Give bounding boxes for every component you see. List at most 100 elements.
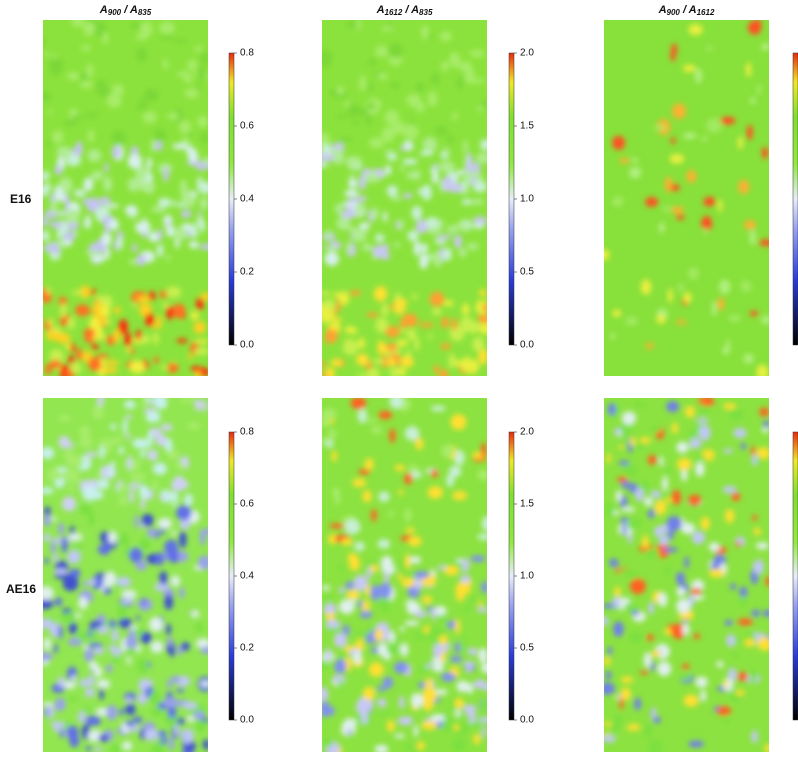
speckle: [760, 315, 769, 324]
speckle: [46, 137, 51, 150]
speckle: [411, 205, 423, 221]
tick-label: 1.5: [520, 499, 534, 510]
speckle: [85, 215, 90, 226]
speckle: [197, 116, 208, 128]
speckle: [325, 612, 336, 621]
speckle: [402, 192, 413, 199]
speckle: [666, 515, 682, 532]
speckle: [155, 434, 167, 447]
speckle: [419, 253, 429, 270]
speckle: [85, 745, 92, 752]
speckle: [328, 428, 337, 440]
speckle: [375, 45, 388, 58]
speckle: [425, 216, 438, 229]
speckle: [475, 299, 487, 315]
speckle: [400, 146, 408, 152]
speckle: [104, 162, 109, 174]
speckle: [336, 85, 344, 95]
speckle: [381, 303, 389, 317]
speckle: [103, 176, 113, 192]
speckle: [157, 730, 167, 738]
speckle: [453, 234, 462, 249]
speckle: [166, 224, 174, 237]
speckle: [155, 552, 165, 566]
speckle: [126, 455, 132, 471]
speckle: [400, 328, 407, 334]
speckle: [695, 417, 710, 423]
speckle: [346, 589, 360, 600]
speckle: [322, 162, 329, 168]
speckle: [129, 348, 136, 354]
speckle: [129, 21, 142, 30]
title-part: 900: [108, 8, 122, 17]
speckle: [752, 454, 757, 466]
speckle: [407, 536, 422, 547]
speckle: [648, 739, 663, 752]
speckle: [451, 317, 458, 331]
speckle: [620, 687, 631, 701]
speckle: [348, 225, 354, 232]
speckle: [203, 399, 208, 413]
heatmap-texture: [604, 20, 769, 376]
speckle: [408, 556, 422, 564]
speckle: [178, 120, 192, 134]
speckle: [143, 729, 159, 741]
speckle: [452, 491, 467, 501]
speckle: [342, 345, 355, 354]
speckle: [737, 618, 753, 626]
speckle: [148, 291, 156, 301]
speckle: [628, 483, 638, 494]
speckle: [658, 592, 668, 607]
speckle: [95, 79, 108, 94]
speckle: [54, 572, 71, 579]
speckle: [102, 31, 109, 45]
speckle: [430, 405, 446, 412]
speckle: [749, 668, 757, 684]
speckle: [67, 355, 75, 364]
speckle: [443, 247, 452, 261]
speckle: [329, 523, 345, 529]
speckle: [165, 623, 171, 636]
speckle: [344, 519, 361, 535]
speckle: [103, 587, 112, 595]
speckle: [639, 437, 652, 444]
speckle: [421, 25, 429, 40]
speckle: [362, 490, 372, 503]
speckle: [604, 249, 610, 261]
speckle: [454, 360, 463, 367]
speckle: [378, 491, 390, 502]
speckle: [721, 347, 729, 355]
speckle: [738, 180, 750, 194]
speckle: [370, 584, 382, 601]
title-part: / A: [680, 4, 697, 16]
speckle: [621, 480, 630, 489]
tick-label: 0.0: [240, 340, 254, 351]
speckle: [686, 169, 697, 183]
speckle: [322, 408, 337, 419]
speckle: [53, 643, 58, 654]
speckle: [347, 103, 361, 118]
speckle: [166, 691, 173, 699]
speckle: [130, 472, 147, 481]
speckle: [171, 226, 188, 241]
speckle: [167, 704, 177, 719]
speckle: [70, 455, 84, 468]
speckle: [57, 235, 65, 249]
speckle: [442, 718, 456, 733]
speckle: [108, 218, 119, 231]
tick-label: 2.0: [520, 48, 534, 59]
speckle: [480, 662, 487, 674]
speckle: [108, 465, 115, 479]
speckle: [382, 344, 388, 354]
speckle: [465, 180, 473, 186]
speckle: [43, 185, 49, 197]
speckle: [689, 437, 702, 449]
speckle: [172, 143, 188, 150]
speckle: [91, 343, 99, 350]
tick-label: 0.4: [240, 571, 254, 582]
speckle: [126, 433, 131, 440]
tick-label: 0.6: [240, 499, 254, 510]
speckle: [48, 57, 65, 74]
speckle: [469, 50, 485, 58]
speckle: [630, 157, 639, 163]
